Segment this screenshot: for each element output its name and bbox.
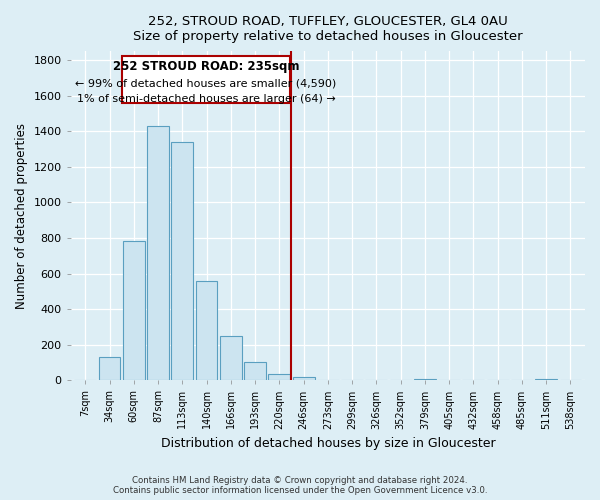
Bar: [535, 379, 557, 380]
Bar: [172, 142, 193, 380]
Bar: [414, 379, 436, 380]
FancyBboxPatch shape: [122, 56, 290, 102]
Bar: [293, 376, 314, 380]
Bar: [196, 280, 217, 380]
Text: ← 99% of detached houses are smaller (4,590): ← 99% of detached houses are smaller (4,…: [76, 78, 337, 88]
Bar: [147, 126, 169, 380]
Y-axis label: Number of detached properties: Number of detached properties: [15, 122, 28, 308]
Text: 252 STROUD ROAD: 235sqm: 252 STROUD ROAD: 235sqm: [113, 60, 299, 72]
Bar: [98, 357, 121, 380]
Bar: [268, 374, 290, 380]
Title: 252, STROUD ROAD, TUFFLEY, GLOUCESTER, GL4 0AU
Size of property relative to deta: 252, STROUD ROAD, TUFFLEY, GLOUCESTER, G…: [133, 15, 523, 43]
Bar: [123, 242, 145, 380]
X-axis label: Distribution of detached houses by size in Gloucester: Distribution of detached houses by size …: [161, 437, 495, 450]
Text: 1% of semi-detached houses are larger (64) →: 1% of semi-detached houses are larger (6…: [77, 94, 335, 104]
Bar: [220, 336, 242, 380]
Bar: [244, 362, 266, 380]
Text: Contains HM Land Registry data © Crown copyright and database right 2024.
Contai: Contains HM Land Registry data © Crown c…: [113, 476, 487, 495]
